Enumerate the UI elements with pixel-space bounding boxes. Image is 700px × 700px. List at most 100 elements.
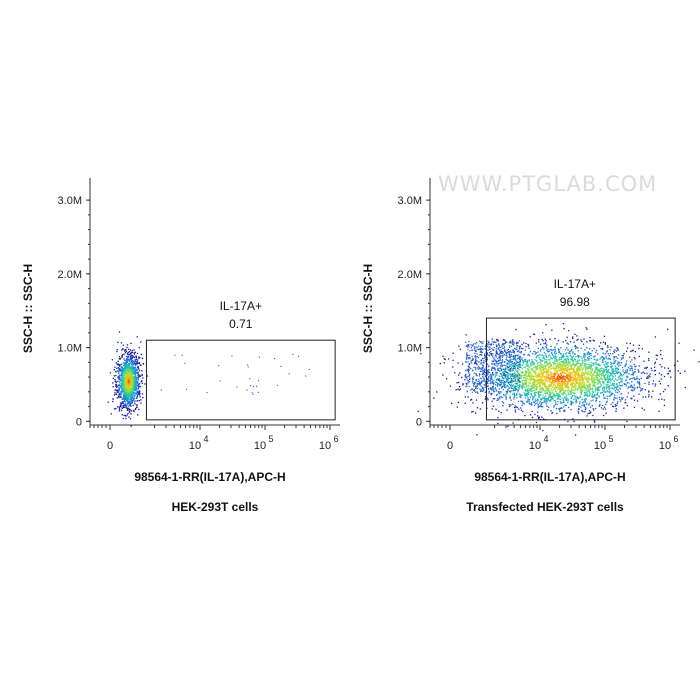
event-dot xyxy=(119,402,122,404)
event-dot xyxy=(483,371,486,374)
event-dot xyxy=(576,346,578,348)
event-dot xyxy=(472,402,474,404)
event-dot xyxy=(530,362,532,365)
event-dot xyxy=(575,347,577,350)
event-dot xyxy=(126,373,128,375)
event-dot xyxy=(134,386,136,389)
event-dot xyxy=(128,354,130,356)
event-dot xyxy=(509,358,511,361)
event-dot xyxy=(522,410,524,413)
event-dot xyxy=(559,410,561,412)
event-dot xyxy=(475,361,477,363)
event-dot xyxy=(508,390,510,392)
event-dot xyxy=(575,364,577,366)
event-dot xyxy=(121,372,123,374)
event-dot xyxy=(612,362,615,365)
event-dot xyxy=(470,359,473,362)
event-dot xyxy=(554,351,556,353)
event-dot xyxy=(470,344,472,346)
event-dot xyxy=(522,385,524,387)
event-dot xyxy=(457,388,459,390)
event-dot xyxy=(548,406,550,408)
event-dot xyxy=(129,396,132,398)
event-dot xyxy=(504,381,506,383)
event-dot xyxy=(565,339,567,342)
event-dot xyxy=(537,400,539,402)
event-dot xyxy=(478,380,480,382)
event-dot xyxy=(475,367,477,369)
event-dot xyxy=(571,394,574,397)
event-dot xyxy=(474,412,477,414)
event-dot xyxy=(135,385,137,387)
event-dot xyxy=(581,389,583,392)
event-dot xyxy=(597,363,599,365)
event-dot xyxy=(534,413,536,416)
event-dot xyxy=(481,381,483,384)
event-dot xyxy=(529,350,532,353)
event-dot xyxy=(572,401,574,404)
event-dot xyxy=(584,411,586,413)
event-dot xyxy=(638,381,641,383)
event-dot xyxy=(587,359,589,361)
event-dot xyxy=(628,386,630,388)
event-dot xyxy=(139,357,141,359)
event-dot xyxy=(544,378,546,380)
event-dot xyxy=(582,381,584,384)
event-dot xyxy=(127,376,130,378)
event-dot xyxy=(563,400,565,402)
event-dot xyxy=(533,333,536,336)
event-dot xyxy=(590,353,592,355)
event-dot xyxy=(579,395,581,398)
event-dot xyxy=(556,376,558,379)
event-dot xyxy=(521,359,524,362)
event-dot xyxy=(559,378,562,380)
event-dot xyxy=(465,377,467,379)
event-dot xyxy=(537,385,539,388)
event-dot xyxy=(594,407,597,410)
event-dot xyxy=(541,416,543,418)
event-dot xyxy=(469,354,471,357)
event-dot xyxy=(514,373,516,375)
event-dot xyxy=(513,386,515,388)
event-dot xyxy=(543,382,545,384)
event-dot xyxy=(516,350,518,353)
event-dot xyxy=(125,365,128,368)
event-dot xyxy=(139,393,141,395)
event-dot xyxy=(559,367,561,370)
event-dot xyxy=(118,390,120,392)
event-dot xyxy=(617,368,620,370)
event-dot xyxy=(558,388,560,390)
event-dot xyxy=(585,367,587,370)
event-dot xyxy=(505,367,507,369)
event-dot xyxy=(133,381,135,383)
event-dot xyxy=(128,402,131,404)
event-dot xyxy=(524,394,527,396)
event-dot xyxy=(560,384,562,386)
event-dot xyxy=(128,410,131,412)
event-dot xyxy=(632,373,634,376)
event-dot xyxy=(518,386,521,388)
event-dot xyxy=(552,379,554,382)
event-dot xyxy=(611,372,613,375)
event-dot xyxy=(618,371,620,374)
event-dot xyxy=(129,349,132,351)
event-dot xyxy=(524,397,527,399)
event-dot xyxy=(561,376,563,379)
event-dot xyxy=(504,376,506,378)
event-dot xyxy=(608,390,611,392)
event-dot xyxy=(583,379,585,381)
event-dot xyxy=(633,384,635,386)
event-dot xyxy=(134,376,136,379)
event-dot xyxy=(539,398,542,400)
event-dot xyxy=(617,361,619,363)
event-dot xyxy=(554,379,556,381)
event-dot xyxy=(528,366,530,368)
event-dot xyxy=(475,385,477,387)
event-dot xyxy=(579,369,581,372)
event-dot xyxy=(630,397,632,400)
event-dot xyxy=(551,389,553,391)
event-dot xyxy=(570,403,573,405)
event-dot xyxy=(565,359,567,361)
event-dot xyxy=(524,349,527,351)
